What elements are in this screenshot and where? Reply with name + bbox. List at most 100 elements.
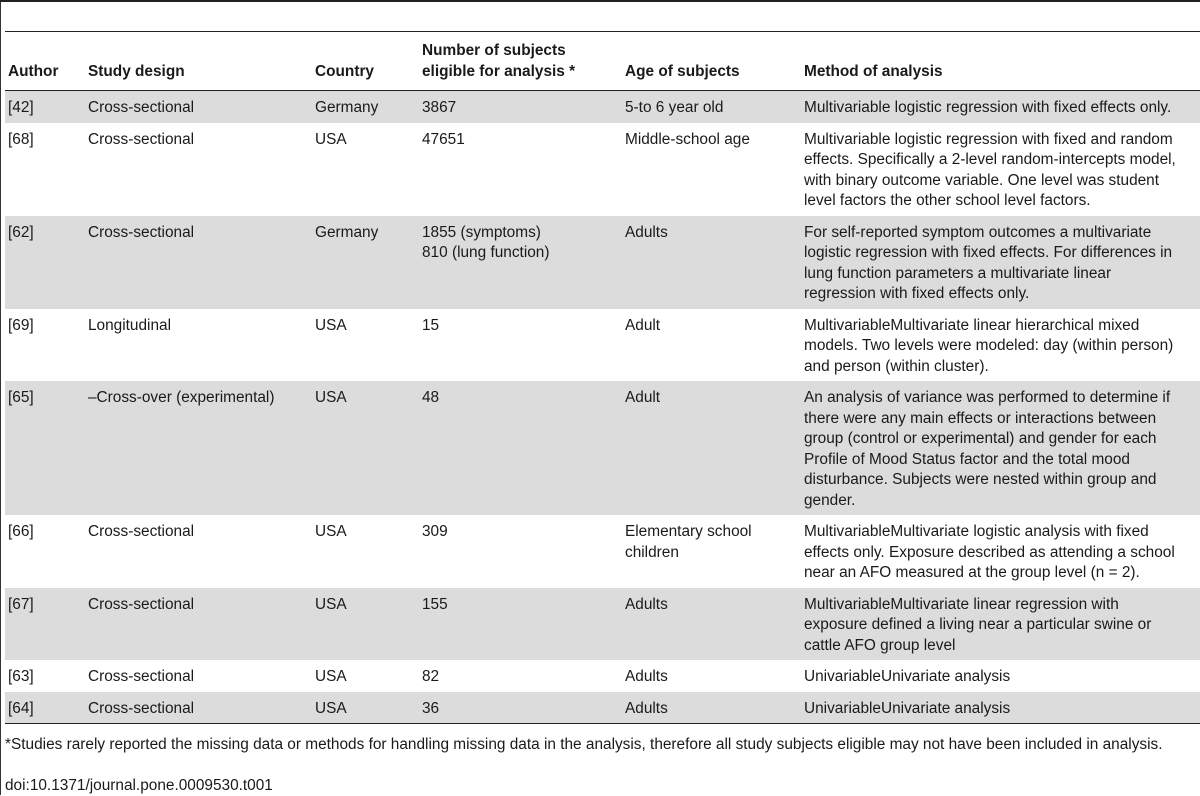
cell-subjects: 47651: [419, 123, 622, 216]
cell-method-line: exposure defined a living near a particu…: [804, 616, 1152, 633]
cell-method-line: UnivariableUnivariate analysis: [804, 668, 1011, 685]
cell-subjects: 15: [419, 309, 622, 382]
cell-study-design: Cross-sectional: [85, 691, 312, 724]
cell-country: USA: [312, 381, 419, 515]
cell-age-line: Adults: [625, 223, 668, 241]
cell-method-line: Profile of Mood Status factor and the to…: [804, 450, 1130, 468]
table-row: [63] Cross-sectional USA 82 Adults Univariabl…: [5, 660, 1200, 692]
cell-method-line: gender.: [804, 491, 856, 509]
cell-author: [42]: [5, 90, 85, 123]
cell-method-line: level factors the other school level fac…: [804, 192, 1091, 209]
cell-subjects-line: 810 (lung function): [422, 244, 550, 261]
cell-country: USA: [315, 668, 347, 685]
cell-age-line: Elementary school: [625, 523, 752, 540]
cell-subjects-line: 48: [422, 389, 440, 406]
cell-method-line: near an AFO measured at the group level …: [804, 564, 1140, 581]
cell-method: Multivariable logistic regression with f…: [801, 123, 1200, 216]
cell-subjects-line: 1855 (symptoms): [422, 223, 541, 241]
left-frame-border: [0, 0, 1, 795]
cell-method: MultivariableMultivariate logistic analy…: [801, 515, 1200, 588]
cell-method-line: Multivariable logistic regression with f…: [804, 130, 1173, 148]
cell-method-line: there were any main effects or interacti…: [804, 409, 1157, 427]
table-row: [42] Cross-sectional Germany 3867 5-to 6 yea…: [5, 90, 1200, 123]
table-header: Author Study design Country Number of su…: [5, 32, 1200, 91]
cell-country: USA: [312, 691, 419, 724]
cell-method: Multivariable logistic regression with f…: [801, 90, 1200, 123]
cell-subjects: 36: [419, 691, 622, 724]
header-method-of-analysis: Method of analysis: [801, 32, 1200, 91]
cell-age-line: Middle-school age: [625, 130, 750, 148]
cell-country: Germany: [312, 215, 419, 309]
cell-subjects: 155: [419, 587, 622, 660]
cell-author: [62]: [5, 215, 85, 309]
cell-subjects: 48: [419, 381, 622, 515]
cell-age-line: Adults: [625, 699, 668, 717]
cell-country: USA: [315, 523, 347, 540]
cell-subjects-line: 47651: [422, 130, 465, 148]
cell-age-line: Adult: [625, 389, 661, 406]
table-row: [66] Cross-sectional USA 309 Elementary scho…: [5, 515, 1200, 588]
cell-method-line: effects only. Exposure described as atte…: [804, 543, 1175, 561]
cell-method-line: and person (within cluster).: [804, 357, 989, 375]
cell-age: 5-to 6 year old: [622, 90, 801, 123]
top-rule: [0, 0, 1200, 2]
cell-age: Adult: [622, 381, 801, 515]
header-age-of-subjects: Age of subjects: [622, 32, 801, 91]
cell-method: MultivariableMultivariate linear regress…: [801, 587, 1200, 660]
cell-study-design: Cross-sectional: [88, 668, 195, 685]
table-row: [68] Cross-sectional USA 47651 Middle-school…: [5, 123, 1200, 216]
cell-age-line: 5-to 6 year old: [625, 99, 724, 116]
cell-study-design: Cross-sectional: [88, 130, 195, 148]
cell-subjects: 3867: [419, 90, 622, 123]
cell-method-line: models. Two levels were modeled: day (wi…: [804, 337, 1174, 354]
cell-subjects-line: 36: [422, 699, 440, 717]
cell-author: [64]: [5, 691, 85, 724]
cell-method-line: group (control or experimental) and gend…: [804, 430, 1157, 447]
table-row: [62] Cross-sectional Germany 1855 (symptoms…: [5, 215, 1200, 309]
cell-author: [67]: [5, 587, 85, 660]
cell-method-line: For self-reported symptom outcomes a mul…: [804, 223, 1152, 241]
header-study-design: Study design: [85, 32, 312, 91]
cell-age: Adult: [622, 309, 801, 382]
study-table: Author Study design Country Number of su…: [5, 32, 1200, 724]
cell-method-line: MultivariableMultivariate linear hierarc…: [804, 316, 1140, 334]
header-subjects-line1: Number of subjects: [422, 42, 566, 59]
cell-method-line: Multivariable logistic regression with f…: [804, 99, 1172, 116]
header-country: Country: [312, 32, 419, 91]
cell-author: [63]: [8, 668, 34, 685]
cell-method-line: lung function parameters a multivariate …: [804, 264, 1112, 282]
cell-study-design: –Cross-over (experimental): [85, 381, 312, 515]
cell-author: [66]: [8, 523, 34, 540]
cell-age: Middle-school age: [622, 123, 801, 216]
cell-age-line: Adult: [625, 316, 661, 334]
header-number-of-subjects: Number of subjects eligible for analysis…: [419, 32, 622, 91]
cell-age: Elementary school children: [622, 515, 801, 588]
cell-study-design: Cross-sectional: [85, 90, 312, 123]
cell-method-line: An analysis of variance was performed to…: [804, 389, 1171, 406]
cell-method-line: cattle AFO group level: [804, 636, 956, 654]
doi-reference: doi:10.1371/journal.pone.0009530.t001: [5, 777, 273, 794]
cell-subjects-line: 15: [422, 316, 440, 334]
table-body: [42] Cross-sectional Germany 3867 5-to 6 yea…: [5, 90, 1200, 724]
cell-subjects-line: 309: [422, 523, 448, 540]
cell-method-line: MultivariableMultivariate linear regress…: [804, 595, 1119, 613]
cell-method: For self-reported symptom outcomes a mul…: [801, 215, 1200, 309]
cell-age-line: children: [625, 543, 679, 561]
header-author: Author: [5, 32, 85, 91]
header-subjects-line2: eligible for analysis *: [422, 62, 576, 80]
cell-age-line: Adults: [625, 668, 668, 685]
cell-subjects-line: 3867: [422, 99, 457, 116]
cell-method-line: MultivariableMultivariate logistic analy…: [804, 523, 1149, 540]
cell-country: USA: [315, 130, 347, 148]
cell-method-line: logistic regression with fixed effects. …: [804, 244, 1173, 261]
table-row: [64] Cross-sectional USA 36 Adults Univariabl…: [5, 691, 1200, 724]
cell-subjects: 82: [419, 660, 622, 692]
cell-method: UnivariableUnivariate analysis: [801, 660, 1200, 692]
cell-study-design: Longitudinal: [88, 316, 172, 334]
table-row: [69] Longitudinal USA 15 Adult MultivariableM…: [5, 309, 1200, 382]
table-row: [67] Cross-sectional USA 155 Adults Multivari…: [5, 587, 1200, 660]
cell-subjects-line: 155: [422, 595, 448, 613]
cell-method-line: with binary outcome variable. One level …: [804, 171, 1160, 189]
cell-subjects-line: 82: [422, 668, 440, 685]
header-top-rule: [5, 31, 1200, 32]
